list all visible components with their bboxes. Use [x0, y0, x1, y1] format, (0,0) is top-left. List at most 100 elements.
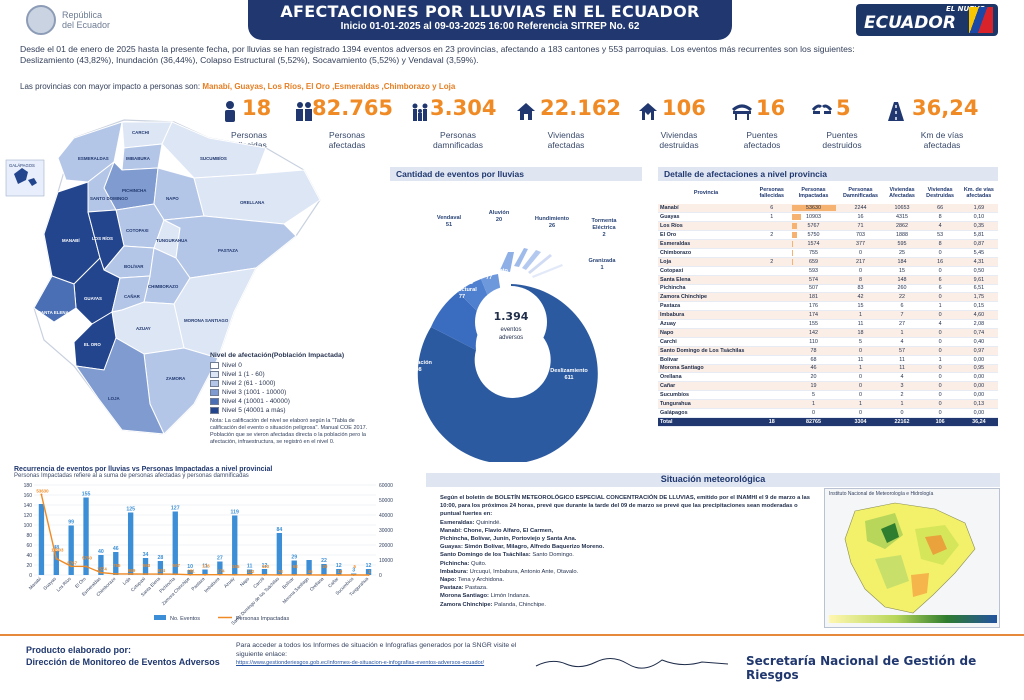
table-cell: 2862 [883, 221, 921, 232]
table-cell: 4,60 [959, 310, 998, 321]
donut-center-label: adversos [499, 335, 523, 341]
table-cell: 1 [837, 364, 884, 374]
table-cell: 110 [789, 337, 838, 347]
donut-hole [475, 286, 547, 358]
table-cell: 8 [920, 212, 960, 223]
bar-label: 10 [187, 564, 193, 570]
bar [113, 552, 119, 575]
line-label: 78 [278, 569, 283, 574]
table-cell: Total [658, 417, 754, 427]
table-cell: 5 [789, 390, 838, 401]
table-cell: 593 [789, 266, 838, 276]
line-label: 46 [308, 569, 313, 574]
road-icon [888, 102, 904, 121]
table-cell: 755 [789, 248, 838, 258]
donut-label-inundacion: Inundación 508 [402, 360, 432, 373]
svg-text:SANTO DOMINGO: SANTO DOMINGO [90, 196, 129, 201]
table-cell: 0 [837, 390, 884, 401]
svg-text:ZAMORA: ZAMORA [166, 376, 186, 381]
table-cell: 19 [789, 381, 838, 392]
table-cell [754, 221, 790, 232]
map-label-galapagos: GALÁPAGOS [9, 163, 35, 168]
stat-label: destruidas [659, 140, 699, 150]
footer-info-text: Para acceder a todos los Informes de sit… [236, 642, 517, 658]
table-cell: 0 [920, 346, 960, 356]
gov-logo-line2: del Ecuador [62, 20, 111, 30]
person-icon [225, 101, 235, 122]
table-cell: 0,87 [959, 239, 998, 249]
bar-label: 29 [291, 555, 297, 561]
footer-credit-line2: Dirección de Monitoreo de Eventos Advers… [26, 657, 220, 667]
bar [306, 560, 312, 575]
line-point [322, 573, 325, 576]
provinces-label: Las provincias con mayor impacto a perso… [20, 82, 203, 91]
brand-small: EL NUEVO [946, 5, 986, 13]
svg-text:GUAYAS: GUAYAS [84, 296, 102, 301]
stat-value: 22.162 [540, 96, 622, 120]
bar-label: 40 [98, 549, 104, 555]
donut-label-tormenta: Tormenta Eléctrica 2 [591, 218, 617, 238]
y-left-tick: 180 [24, 483, 33, 489]
impact-value: 755 [809, 249, 819, 256]
table-cell: 11 [837, 355, 884, 365]
x-tick-label: Bolívar [281, 576, 295, 590]
table-cell: 176 [789, 301, 838, 312]
footer: Producto elaborado por: Dirección de Mon… [0, 634, 1024, 700]
table-cell: 0 [789, 408, 838, 418]
donut-label-deslizamiento: Deslizamiento 611 [550, 368, 588, 381]
col-impactadas: Personas Impactadas [798, 187, 829, 199]
table-row: Santa Elena 574 8 148 6 9,61 [658, 275, 998, 285]
table-row: Bolívar 68 11 11 1 0,00 [658, 355, 998, 365]
table-cell: 22 [883, 292, 921, 303]
table-cell: 1 [920, 301, 960, 312]
table-cell: 82765 [789, 417, 838, 427]
stat-value: 3.304 [430, 96, 497, 120]
y-right-tick: 20000 [379, 543, 393, 549]
impact-value: 110 [809, 338, 818, 345]
table-cell [754, 328, 790, 338]
table-cell: 42 [837, 292, 884, 303]
bar [98, 555, 104, 575]
stat-label: Puentes [826, 130, 858, 140]
table-cell [754, 346, 790, 356]
table-cell: 0 [837, 346, 884, 356]
signature-icon [535, 658, 729, 669]
donut-svg: 1.394 eventos adversos [417, 248, 598, 464]
footer-link[interactable]: https://www.gestionderiesgos.gob.ec/info… [236, 660, 485, 666]
y-left-tick: 40 [26, 553, 32, 559]
table-cell: 0 [920, 266, 960, 276]
table-cell: Pastaza [658, 301, 754, 312]
table-cell: 377 [837, 239, 884, 249]
bar [246, 569, 253, 575]
table-cell [754, 355, 790, 365]
ecuador-map: GALÁPAGOS ESMERALDAS CARCHI IMBABURA [4, 108, 384, 470]
x-tick-label: Azuay [223, 576, 236, 589]
table-cell: 142 [789, 328, 838, 338]
table-cell: 1 [837, 399, 884, 409]
table-cell: 7 [883, 310, 921, 321]
bar-label: 84 [276, 527, 282, 533]
legend-swatch [210, 380, 219, 387]
impact-value: 53630 [806, 205, 822, 212]
table-cell: 0,95 [959, 364, 998, 374]
stat-label: Km de vías [920, 130, 964, 140]
svg-text:PICHINCHA: PICHINCHA [122, 188, 147, 193]
table-cell [754, 266, 790, 276]
bar [187, 570, 193, 575]
table-cell: 1,75 [959, 292, 998, 303]
impact-value: 176 [809, 303, 819, 310]
table-cell: 0,13 [959, 399, 998, 409]
combo-chart-svg: 0204060801001201401601800100002000030000… [24, 483, 393, 626]
line-point [204, 573, 206, 576]
table-cell: 5767 [789, 221, 838, 232]
provinces-line: Las provincias con mayor impacto a perso… [20, 82, 455, 91]
stat-label: Puentes [746, 130, 778, 140]
slice-deslizamiento [417, 284, 598, 464]
meteo-map-title: Instituto Nacional de Meteorología e Hid… [829, 491, 934, 497]
impact-value: 10903 [806, 214, 822, 221]
page-title: AFECTACIONES POR LLUVIAS EN EL ECUADOR [280, 2, 700, 21]
table-cell: 0,50 [959, 266, 998, 276]
table-header: Detalle de afectaciones a nivel provinci… [658, 167, 998, 181]
legend-item: Nivel 3 (1001 - 10000) [210, 388, 380, 397]
table-cell: 1 [920, 355, 960, 365]
